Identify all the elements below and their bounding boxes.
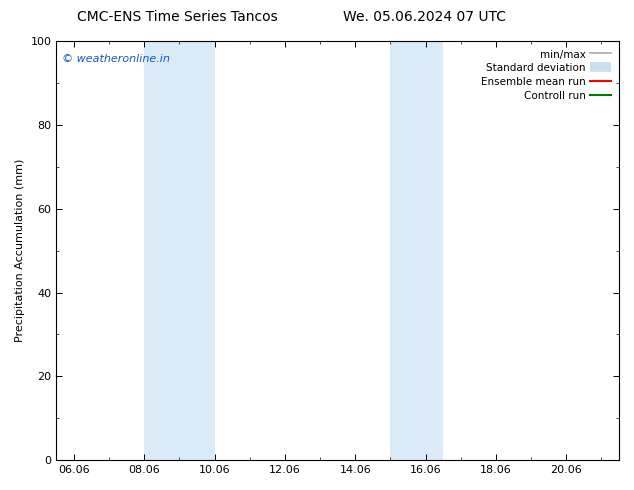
Bar [391,41,443,460]
Bar [145,41,215,460]
Legend: min/max, Standard deviation, Ensemble mean run, Controll run: min/max, Standard deviation, Ensemble me… [478,46,614,104]
Text: We. 05.06.2024 07 UTC: We. 05.06.2024 07 UTC [343,10,507,24]
Text: © weatheronline.in: © weatheronline.in [62,53,170,64]
Y-axis label: Precipitation Accumulation (mm): Precipitation Accumulation (mm) [15,159,25,343]
Text: CMC-ENS Time Series Tancos: CMC-ENS Time Series Tancos [77,10,278,24]
